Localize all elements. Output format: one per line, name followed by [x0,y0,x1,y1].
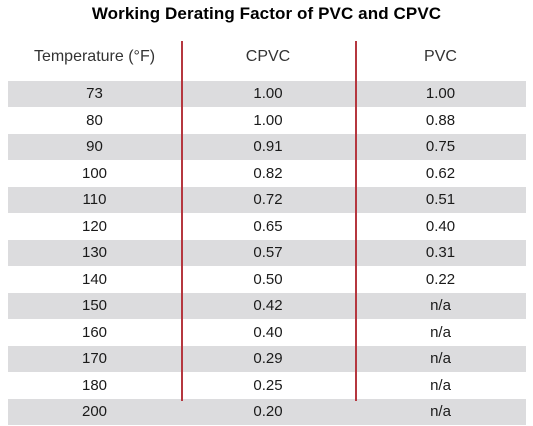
cell-cpvc: 1.00 [253,85,283,103]
column-divider-1 [181,41,183,401]
cell-cpvc: 0.25 [253,376,283,394]
table-row: 110 0.72 0.51 [8,187,526,214]
column-divider-2 [355,41,357,401]
column-header-pvc: PVC [424,48,457,65]
cell-temperature: 150 [81,297,108,315]
table-row: 130 0.57 0.31 [8,240,526,267]
cell-temperature: 180 [81,376,108,394]
cell-pvc: 0.40 [425,217,456,235]
cell-temperature: 200 [81,403,108,421]
cell-pvc: n/a [430,323,451,341]
table-title: Working Derating Factor of PVC and CPVC [91,4,442,23]
cell-cpvc: 0.91 [253,138,283,156]
table-row: 100 0.82 0.62 [8,161,526,187]
table-row: 90 0.91 0.75 [8,134,526,161]
cell-temperature: 170 [81,350,108,368]
column-header-cpvc: CPVC [245,48,291,65]
cell-cpvc: 0.50 [253,270,283,288]
table-row: 200 0.20 n/a [8,399,526,426]
cell-temperature: 120 [81,217,108,235]
cell-cpvc: 0.82 [253,164,283,182]
cell-temperature: 73 [86,85,103,103]
derating-table: Temperature (°F) CPVC PVC 73 1.00 1.00 80 1.… [8,41,526,426]
table-row: 120 0.65 0.40 [8,214,526,240]
table-header-row: Temperature (°F) CPVC PVC [8,41,526,73]
cell-pvc: 0.75 [425,138,456,156]
cell-pvc: 0.22 [425,270,456,288]
table-row: 80 1.00 0.88 [8,108,526,134]
cell-temperature: 90 [86,138,103,156]
cell-temperature: 140 [81,270,108,288]
cell-cpvc: 0.29 [253,350,283,368]
cell-cpvc: 0.42 [253,297,283,315]
table-row: 140 0.50 0.22 [8,267,526,293]
cell-pvc: n/a [430,403,451,421]
header-spacer [8,73,526,81]
cell-cpvc: 0.40 [253,323,283,341]
cell-temperature: 160 [81,323,108,341]
cell-pvc: n/a [430,376,451,394]
cell-pvc: 0.51 [425,191,456,209]
cell-pvc: 0.88 [425,111,456,129]
cell-cpvc: 0.20 [253,403,283,421]
cell-temperature: 130 [81,244,108,262]
table-body: 73 1.00 1.00 80 1.00 0.88 90 0.91 0.75 100 0.82 0.6… [8,81,526,426]
cell-pvc: n/a [430,350,451,368]
table-row: 180 0.25 n/a [8,373,526,399]
table-row: 160 0.40 n/a [8,320,526,346]
table-row: 150 0.42 n/a [8,293,526,320]
cell-cpvc: 0.57 [253,244,283,262]
cell-temperature: 80 [86,111,103,129]
cell-pvc: 1.00 [425,85,456,103]
table-row: 170 0.29 n/a [8,346,526,373]
cell-pvc: 0.62 [425,164,456,182]
cell-cpvc: 0.65 [253,217,283,235]
column-header-temperature: Temperature (°F) [33,48,156,65]
cell-temperature: 110 [82,191,107,209]
cell-pvc: 0.31 [425,244,456,262]
cell-cpvc: 0.72 [253,191,283,209]
table-row: 73 1.00 1.00 [8,81,526,108]
cell-temperature: 100 [81,164,108,182]
cell-pvc: n/a [430,297,451,315]
cell-cpvc: 1.00 [253,111,283,129]
